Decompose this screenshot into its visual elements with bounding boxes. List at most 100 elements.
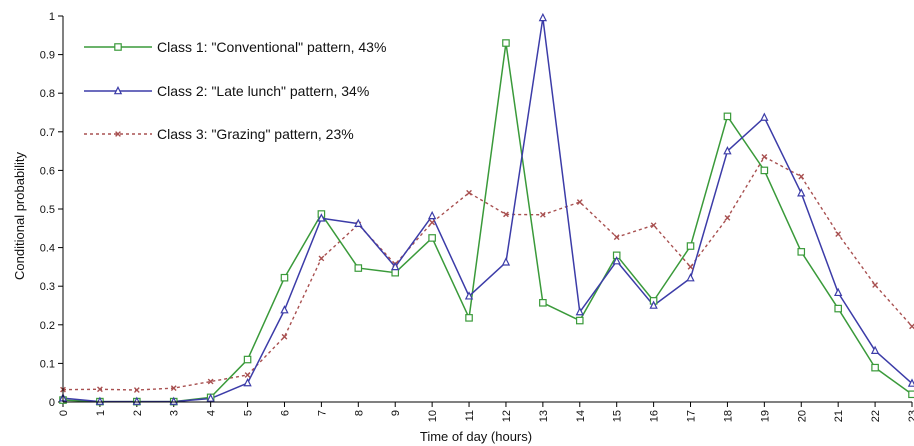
- series-2-point: [280, 305, 289, 314]
- x-tick-label: 20: [796, 410, 808, 422]
- y-tick-label: 0: [49, 397, 55, 409]
- x-axis-title: Time of day (hours): [420, 429, 532, 444]
- x-tick-label: 19: [759, 410, 771, 422]
- y-tick-label: 0.4: [40, 243, 55, 255]
- series-markers: [58, 12, 914, 406]
- series-1-point: [760, 166, 769, 175]
- y-tick-label: 0.7: [40, 127, 55, 139]
- series-3-point: [318, 255, 325, 262]
- x-tick-label: 2: [132, 410, 144, 416]
- series-1-point: [354, 264, 363, 272]
- series-2-point: [723, 146, 732, 155]
- x-tick-label: 18: [722, 410, 734, 422]
- series-3-point: [133, 387, 140, 393]
- series-1-point: [575, 316, 584, 325]
- y-tick-label: 0.3: [40, 281, 55, 293]
- series-3-point: [650, 222, 657, 229]
- y-tick-label: 0.8: [40, 88, 55, 100]
- x-tick-label: 10: [427, 410, 439, 422]
- x-tick-label: 15: [612, 410, 624, 422]
- series-2-point: [760, 112, 769, 121]
- x-tick-label: 22: [870, 410, 882, 422]
- x-tick-label: 5: [243, 410, 255, 416]
- series-line-2: [62, 17, 913, 403]
- series-2-point: [206, 393, 215, 402]
- series-2-point: [427, 210, 437, 220]
- series-1-point: [465, 314, 473, 322]
- x-tick-label: 16: [649, 410, 661, 422]
- y-tick-label: 0.2: [40, 320, 55, 332]
- series-3-point: [687, 264, 694, 270]
- series-2-point: [686, 273, 695, 282]
- series-3-point: [613, 234, 620, 241]
- y-axis-ticks: 0 0.1 0.2 0.3 0.4 0.5 0.6 0.7 0.8 0.9 1: [40, 11, 63, 409]
- y-tick-label: 0.9: [40, 50, 55, 62]
- x-tick-label: 1: [95, 410, 107, 416]
- series-2-point: [575, 307, 584, 316]
- x-tick-label: 17: [686, 410, 698, 422]
- legend-label-2: Class 2: "Late lunch" pattern, 34%: [157, 83, 369, 99]
- y-tick-label: 0.6: [40, 165, 55, 177]
- series-3-point: [503, 211, 509, 218]
- series-1-point: [502, 39, 510, 47]
- x-tick-label: 7: [316, 410, 328, 416]
- legend-label-3: Class 3: "Grazing" pattern, 23%: [157, 126, 354, 142]
- series-2-point: [95, 396, 105, 405]
- series-3-point: [909, 323, 914, 330]
- x-tick-label: 4: [206, 410, 218, 416]
- series-2-point: [243, 378, 252, 387]
- legend-marker-2: [113, 85, 123, 95]
- series-3-point: [798, 173, 805, 180]
- x-tick-label: 21: [833, 410, 845, 422]
- series-1-point: [908, 390, 914, 399]
- legend-marker-1: [114, 43, 122, 51]
- series-3-point: [724, 214, 731, 221]
- series-3-point: [872, 282, 878, 288]
- series-line-1: [62, 42, 913, 403]
- x-tick-label: 14: [575, 410, 587, 422]
- series-3-point: [97, 386, 103, 393]
- x-tick-label: 23: [907, 410, 914, 422]
- x-tick-label: 3: [169, 410, 181, 416]
- series-2-point: [464, 291, 474, 300]
- series-1-point: [428, 234, 436, 242]
- x-tick-label: 9: [390, 410, 402, 416]
- x-tick-label: 12: [501, 410, 513, 422]
- series-1-point: [280, 273, 289, 282]
- series-3-point: [761, 153, 768, 160]
- series-2-point: [354, 218, 363, 227]
- series-lines: [62, 17, 913, 403]
- series-2-point: [132, 396, 141, 405]
- series-1-point: [723, 112, 732, 121]
- y-tick-label: 0.1: [40, 358, 55, 370]
- series-1-point: [539, 298, 547, 307]
- y-tick-label: 1: [49, 11, 55, 23]
- y-axis-title: Conditional probability: [12, 152, 27, 280]
- x-axis-ticks: 0 1 2 3 4 5 6 7 8 9 10 11 12 13 14 15 16 17 18 19 20 21 22 23: [58, 402, 914, 422]
- series-2-point: [317, 213, 326, 222]
- series-3-point: [835, 231, 842, 237]
- series-1-point: [391, 268, 400, 277]
- series-3-point: [576, 199, 583, 205]
- series-2-point: [834, 287, 843, 297]
- legend-label-1: Class 1: "Conventional" pattern, 43%: [157, 39, 386, 55]
- legend: Class 1: "Conventional" pattern, 43% Clas…: [84, 39, 386, 142]
- x-tick-label: 0: [58, 410, 70, 416]
- series-1-point: [834, 304, 842, 313]
- series-1-point: [686, 242, 695, 250]
- series-2-point: [649, 300, 658, 309]
- x-tick-label: 11: [464, 410, 476, 421]
- series-2-point: [612, 256, 621, 265]
- series-3-point: [207, 378, 214, 385]
- series-3-point: [281, 333, 288, 340]
- series-2-point: [169, 396, 178, 405]
- series-1-point: [797, 248, 806, 256]
- series-3-point: [244, 372, 251, 378]
- series-2-point: [797, 188, 806, 197]
- legend-marker-3: [115, 131, 121, 137]
- series-2-point: [391, 261, 400, 271]
- y-tick-label: 0.5: [40, 204, 55, 216]
- series-3-point: [170, 385, 177, 391]
- series-2-point: [538, 12, 548, 22]
